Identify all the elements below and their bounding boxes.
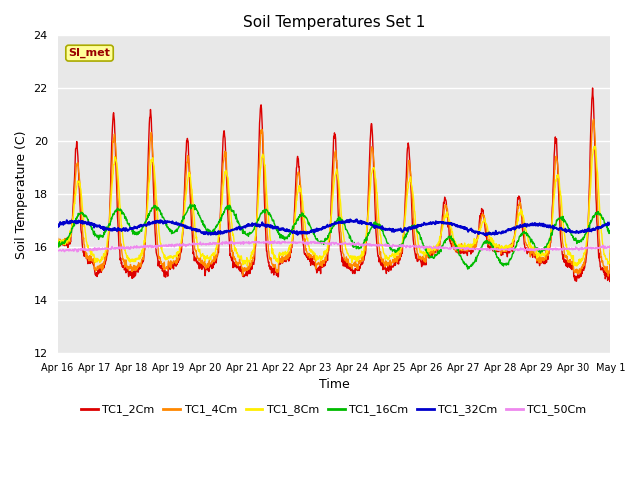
Y-axis label: Soil Temperature (C): Soil Temperature (C) <box>15 130 28 259</box>
Text: SI_met: SI_met <box>68 48 111 58</box>
Legend: TC1_2Cm, TC1_4Cm, TC1_8Cm, TC1_16Cm, TC1_32Cm, TC1_50Cm: TC1_2Cm, TC1_4Cm, TC1_8Cm, TC1_16Cm, TC1… <box>77 400 591 420</box>
X-axis label: Time: Time <box>319 378 349 392</box>
Title: Soil Temperatures Set 1: Soil Temperatures Set 1 <box>243 15 425 30</box>
